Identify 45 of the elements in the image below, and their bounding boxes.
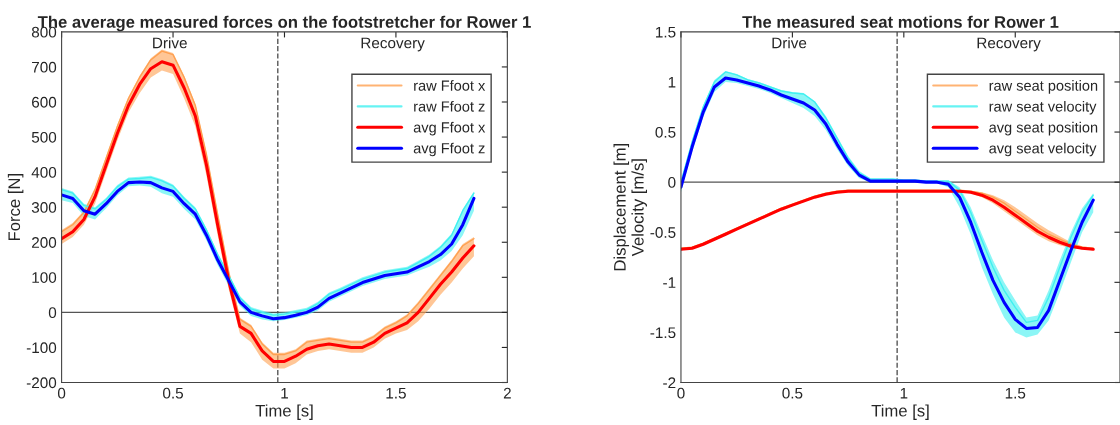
- annotation: Drive: [772, 37, 807, 49]
- y-tick-label: 800: [31, 26, 57, 38]
- y-tick-label: -200: [26, 377, 57, 389]
- x-tick-label: 1.5: [1005, 387, 1026, 399]
- y-tick-label: 1.5: [656, 26, 676, 38]
- legend-label: avg seat velocity: [989, 142, 1097, 157]
- y-tick-label: -100: [26, 342, 57, 354]
- x-tick-label: 1: [900, 387, 908, 399]
- y-tick-label: -0.5: [650, 227, 676, 238]
- legend-label: raw Ffoot x: [414, 80, 486, 91]
- legend-label: raw Ffoot z: [414, 100, 485, 112]
- legend-label: avg Ffoot x: [413, 121, 486, 136]
- y-tick-label: 0: [668, 177, 676, 188]
- annotation: Drive: [153, 37, 187, 49]
- legend-label: raw seat position: [989, 80, 1098, 94]
- y-axis-title: Force [N]: [7, 174, 24, 241]
- x-axis-title: Time [s]: [255, 404, 313, 420]
- annotation: Recovery: [361, 37, 425, 52]
- annotation: Recovery: [977, 37, 1041, 52]
- y-tick-label: 200: [32, 237, 57, 248]
- y-tick-label: 1: [668, 76, 676, 88]
- y-tick-label: 600: [32, 96, 57, 108]
- x-axis-title: Time [s]: [871, 404, 929, 420]
- y-tick-label: 500: [31, 131, 57, 143]
- y-tick-label: 0.5: [655, 126, 676, 138]
- y-tick-label: 0: [48, 307, 57, 319]
- x-tick-label: 0: [57, 387, 66, 399]
- y-tick-label: -1.5: [650, 327, 676, 339]
- legend-label: avg seat position: [989, 121, 1098, 136]
- y-tick-label: 300: [31, 202, 57, 213]
- x-tick-label: 1.5: [386, 387, 406, 399]
- y-tick-label: 400: [31, 166, 57, 178]
- chart-title: The measured seat motions for Rower 1: [742, 15, 1059, 28]
- y-tick-label: -2: [663, 377, 676, 389]
- x-tick-label: 1: [281, 387, 288, 399]
- x-tick-label: 0.5: [782, 387, 803, 399]
- y-tick-label: 100: [32, 272, 57, 283]
- x-tick-label: 0.5: [163, 387, 184, 399]
- y-axis-title: Displacement [m] Velocity [m/s]: [613, 144, 647, 271]
- x-tick-label: 0: [677, 387, 685, 399]
- y-tick-label: 700: [32, 61, 57, 73]
- x-tick-label: 2: [503, 387, 511, 399]
- legend-label: avg Ffoot z: [413, 142, 485, 157]
- y-tick-label: -1: [663, 277, 676, 288]
- legend-label: raw seat velocity: [989, 100, 1097, 115]
